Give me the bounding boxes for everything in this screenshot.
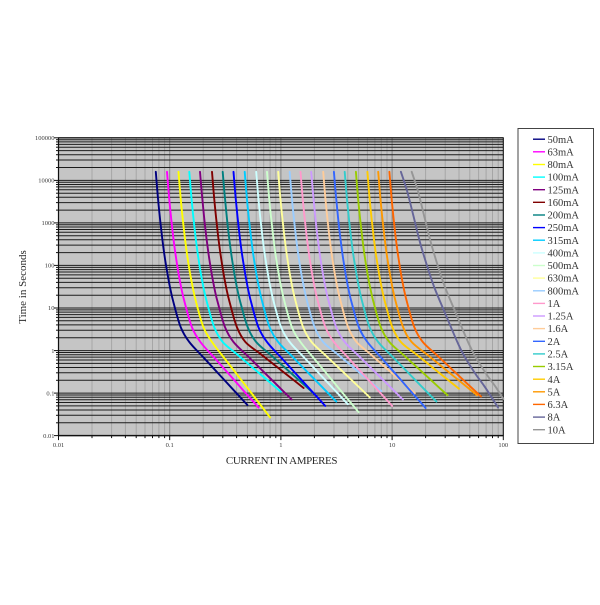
svg-text:6.3A: 6.3A bbox=[548, 400, 569, 411]
svg-text:0.01: 0.01 bbox=[43, 433, 54, 440]
svg-text:125mA: 125mA bbox=[548, 185, 580, 196]
svg-text:50mA: 50mA bbox=[548, 135, 575, 146]
svg-text:3.15A: 3.15A bbox=[548, 362, 574, 373]
svg-text:80mA: 80mA bbox=[548, 160, 575, 171]
svg-text:630mA: 630mA bbox=[548, 274, 580, 285]
svg-text:8A: 8A bbox=[548, 413, 561, 424]
svg-text:100: 100 bbox=[498, 442, 508, 449]
svg-text:63mA: 63mA bbox=[548, 147, 575, 158]
svg-text:160mA: 160mA bbox=[548, 198, 580, 209]
svg-text:0.1: 0.1 bbox=[46, 390, 54, 397]
svg-text:1: 1 bbox=[51, 348, 54, 355]
svg-text:1.6A: 1.6A bbox=[548, 324, 569, 335]
svg-text:2A: 2A bbox=[548, 337, 561, 348]
svg-text:500mA: 500mA bbox=[548, 261, 580, 272]
svg-text:10: 10 bbox=[389, 442, 396, 449]
svg-text:Time in Seconds: Time in Seconds bbox=[17, 250, 29, 324]
svg-text:0.01: 0.01 bbox=[53, 442, 64, 449]
svg-text:5A: 5A bbox=[548, 387, 561, 398]
svg-text:100mA: 100mA bbox=[548, 173, 580, 184]
svg-text:1A: 1A bbox=[548, 299, 561, 310]
svg-text:200mA: 200mA bbox=[548, 211, 580, 222]
svg-text:0.1: 0.1 bbox=[166, 442, 174, 449]
svg-text:10000: 10000 bbox=[38, 178, 54, 185]
svg-text:1: 1 bbox=[279, 442, 282, 449]
svg-text:10: 10 bbox=[48, 305, 55, 312]
svg-text:10A: 10A bbox=[548, 425, 567, 436]
svg-text:1000: 1000 bbox=[42, 220, 55, 227]
svg-text:400mA: 400mA bbox=[548, 249, 580, 260]
svg-text:100000: 100000 bbox=[35, 135, 55, 142]
svg-text:4A: 4A bbox=[548, 375, 561, 386]
svg-text:100: 100 bbox=[45, 263, 55, 270]
svg-text:2.5A: 2.5A bbox=[548, 350, 569, 361]
svg-text:315mA: 315mA bbox=[548, 236, 580, 247]
svg-text:1.25A: 1.25A bbox=[548, 312, 574, 323]
svg-text:CURRENT IN AMPERES: CURRENT IN AMPERES bbox=[226, 455, 337, 467]
svg-text:250mA: 250mA bbox=[548, 223, 580, 234]
svg-text:800mA: 800mA bbox=[548, 286, 580, 297]
